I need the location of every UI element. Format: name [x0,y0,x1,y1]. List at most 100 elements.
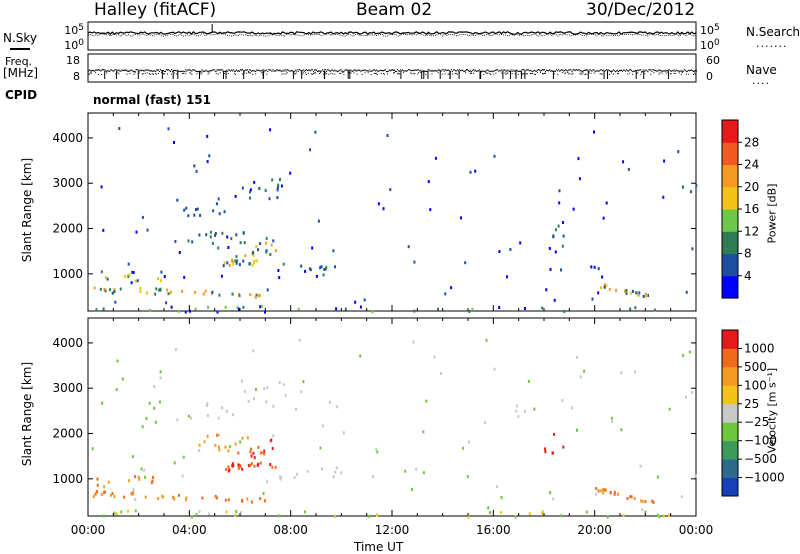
range-cell [304,510,306,514]
freq-point [392,69,393,71]
range-cell [376,450,379,454]
freq-point [438,69,440,71]
freq-point [417,69,419,71]
freq-point [590,70,592,72]
freq-point [182,70,184,72]
range-cell [603,488,606,492]
range-cell [249,450,252,454]
nave-point [530,73,532,75]
freq-point [655,69,657,71]
freq-point [663,70,665,72]
nave-point [307,72,309,74]
range-cell [198,449,201,452]
range-cell [165,301,168,305]
nave-point [373,73,375,74]
freq-point [557,70,559,72]
freq-point [296,69,298,71]
range-cell [250,500,253,504]
range-cell [269,253,272,256]
nave-point [420,72,422,74]
nave-point [200,73,202,75]
range-cell [113,511,116,515]
freq-point [600,69,602,71]
range-cell [241,467,244,471]
range-cell [259,451,262,455]
nave-point [361,74,363,75]
freq-point [576,69,578,71]
range-cell [319,266,322,270]
nave-point [328,73,330,75]
freq-point [252,70,254,72]
range-cell [603,283,606,287]
freq-point [495,69,497,71]
range-cell [325,266,328,270]
nave-point [441,73,443,75]
nave-point [451,73,453,75]
range-cell [234,259,237,263]
range-cell [668,513,670,517]
range-cell [630,495,633,499]
colorbar-tick-label: 100 [744,378,767,392]
range-cell [642,294,645,298]
freq-point [196,70,198,72]
range-cell [549,491,552,495]
range-cell [317,219,320,223]
freq-point [139,69,141,71]
nave-point [126,73,128,75]
nsearch-marker: ....... [756,37,788,50]
freq-point [516,70,518,72]
range-cell [363,298,366,302]
nave-point [261,72,263,74]
range-cell [321,424,324,428]
nave-point [501,72,503,74]
freq-point [327,69,329,71]
range-cell [231,258,234,262]
range-cell [127,509,129,513]
nave-point [313,73,314,75]
range-cell [354,300,357,304]
range-cell [576,355,578,359]
range-cell [544,447,547,451]
range-cell [103,490,106,494]
range-cell [109,288,112,292]
freq-point [166,69,167,71]
nave-point [383,73,385,75]
range-cell [265,241,267,245]
freq-point [225,69,227,72]
freq-point [676,70,678,72]
freq-point [625,70,627,72]
range-cell [257,248,260,252]
range-cell [266,480,269,484]
freq-point [158,70,160,72]
nave-point [227,73,229,74]
nave-point [343,73,345,75]
freq-point [556,69,558,71]
nave-point [138,72,140,74]
range-cell [153,406,156,410]
freq-point [137,69,139,71]
range-cell [187,414,190,418]
freq-point [484,70,486,73]
colorbar-segment [722,253,738,277]
range-cell [100,270,103,274]
range-cell [682,354,685,357]
colorbar-segment [722,330,738,349]
nave-point [215,72,217,74]
freq-point [345,69,347,71]
freq-point [226,70,228,72]
range-cell [342,431,345,435]
range-cell [625,288,628,292]
freq-point [316,69,317,71]
freq-point [187,69,189,71]
station-title: Halley (fitACF) [94,0,217,20]
nave-point [142,73,144,75]
freq-point [414,69,416,71]
freq-point [648,69,650,71]
freq-point [528,70,530,72]
range-cell [278,381,281,384]
nave-point [687,73,689,75]
range-cell [272,404,275,408]
freq-point [94,70,96,72]
freq-point [238,70,239,72]
nave-point [487,72,489,74]
